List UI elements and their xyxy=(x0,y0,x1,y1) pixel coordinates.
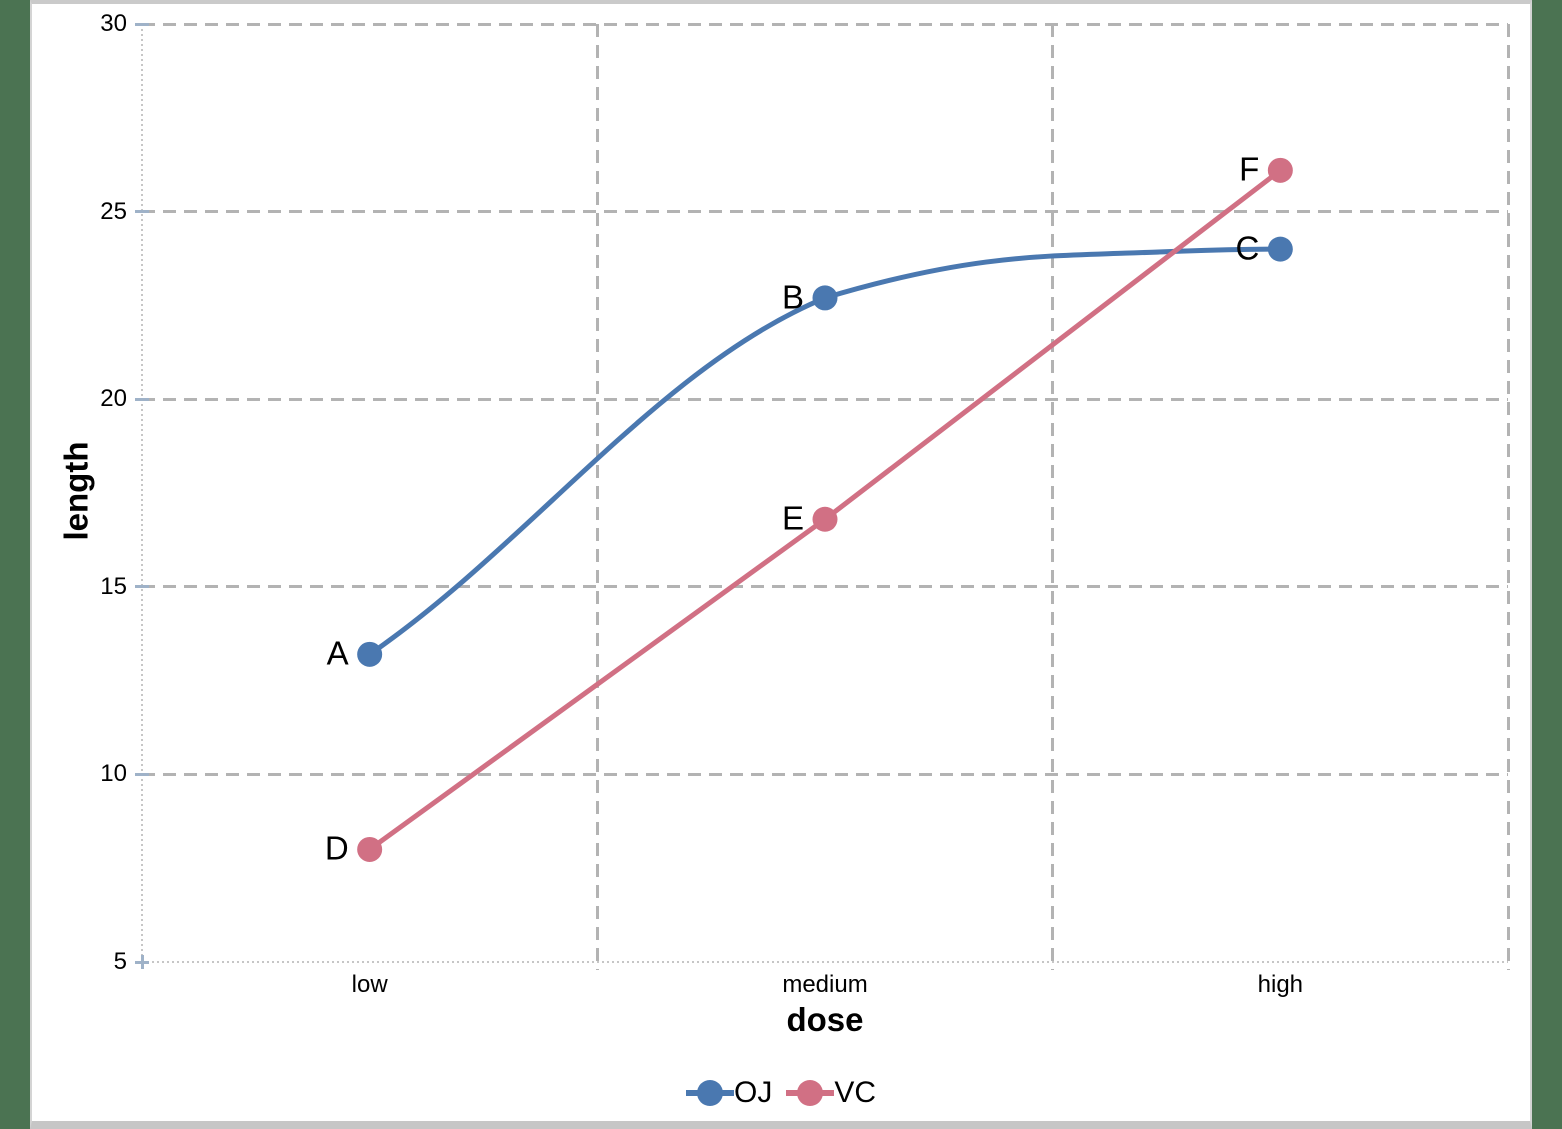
y-axis-tick xyxy=(135,210,149,214)
gridline-horizontal xyxy=(142,397,1508,401)
point-label-d: D xyxy=(324,829,349,867)
y-axis-tick xyxy=(135,397,149,401)
legend-item-vc: VC xyxy=(786,1078,876,1108)
gridline-vertical xyxy=(1051,24,1055,970)
y-axis-tick xyxy=(135,772,149,776)
y-tick-label: 20 xyxy=(100,385,127,413)
y-axis-tick xyxy=(135,22,149,26)
gridline-vertical xyxy=(1506,24,1510,970)
y-tick-label: 5 xyxy=(113,948,127,975)
y-tick-label: 15 xyxy=(100,572,127,600)
point-label-b: B xyxy=(781,278,804,316)
gridline-vertical xyxy=(595,24,599,970)
y-axis-tick xyxy=(135,585,149,589)
x-axis-title: dose xyxy=(786,1001,864,1038)
legend-marker-icon xyxy=(685,1080,734,1106)
point-label-f: F xyxy=(1239,150,1260,188)
y-axis-title: length xyxy=(57,441,95,541)
y-tick-label: 30 xyxy=(100,10,127,37)
point-label-a: A xyxy=(326,634,349,672)
gridline-horizontal xyxy=(142,585,1508,589)
x-axis-origin-tick xyxy=(140,955,144,969)
legend-label-vc: VC xyxy=(834,1076,877,1109)
x-tick-label: medium xyxy=(782,971,868,998)
legend-marker-icon xyxy=(786,1080,835,1106)
point-label-e: E xyxy=(781,499,804,537)
x-tick-label: high xyxy=(1257,971,1304,998)
x-tick-label: low xyxy=(351,971,388,998)
gridline-horizontal xyxy=(142,22,1508,26)
y-axis-line xyxy=(141,24,143,962)
point-label-c: C xyxy=(1235,229,1260,267)
legend-item-oj: OJ xyxy=(685,1076,773,1109)
gridline-horizontal xyxy=(142,772,1508,776)
legend: OJ VC xyxy=(685,1076,876,1109)
x-axis-line xyxy=(142,961,1508,963)
y-tick-label: 10 xyxy=(100,760,127,788)
y-tick-label: 25 xyxy=(100,197,127,225)
legend-label-oj: OJ xyxy=(733,1076,773,1109)
gridline-horizontal xyxy=(142,210,1508,214)
plot-area xyxy=(141,22,1510,970)
